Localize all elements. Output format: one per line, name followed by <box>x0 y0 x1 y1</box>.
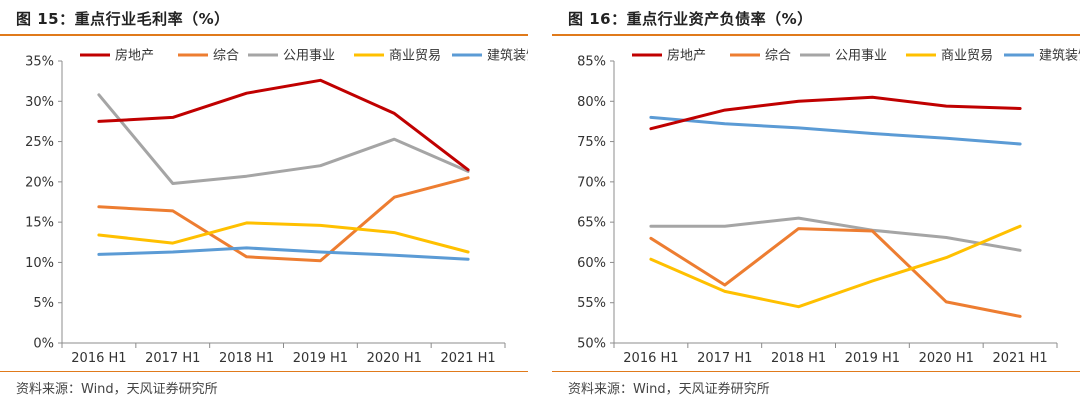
series-line <box>649 227 1022 318</box>
title-divider <box>552 34 1080 36</box>
series-line <box>97 93 470 185</box>
x-tick-label: 2021 H1 <box>440 351 495 366</box>
legend-label: 建筑装饰 <box>487 48 528 64</box>
x-tick-label: 2017 H1 <box>145 351 200 366</box>
y-tick-label: 65% <box>577 216 606 231</box>
series-line <box>97 246 470 261</box>
y-tick-label: 35% <box>25 55 54 70</box>
y-tick-label: 20% <box>25 175 54 190</box>
x-tick-label: 2018 H1 <box>219 351 274 366</box>
y-tick-label: 5% <box>33 296 54 311</box>
series-line <box>97 78 470 172</box>
y-tick-label: 10% <box>25 256 54 271</box>
series-line <box>97 176 470 263</box>
chart-title: 图 15：重点行业毛利率（%） <box>16 10 230 28</box>
legend-label: 房地产 <box>667 48 706 64</box>
series-line <box>649 95 1022 131</box>
x-tick-label: 2019 H1 <box>293 351 348 366</box>
legend-label: 建筑装饰 <box>1039 48 1080 64</box>
series-line <box>649 115 1022 146</box>
x-tick-label: 2017 H1 <box>697 351 752 366</box>
source-note: 资料来源：Wind，天风证券研究所 <box>16 382 218 397</box>
y-tick-label: 25% <box>25 135 54 150</box>
footer-divider <box>0 371 528 372</box>
series-line <box>97 221 470 254</box>
y-tick-label: 15% <box>25 216 54 231</box>
y-tick-label: 85% <box>577 55 606 70</box>
legend-label: 综合 <box>213 49 239 64</box>
series-line <box>649 216 1022 252</box>
x-tick-label: 2021 H1 <box>992 351 1047 366</box>
x-tick-label: 2016 H1 <box>623 351 678 366</box>
gross-margin-panel: 图 15：重点行业毛利率（%） 0% 5% 10% 15% 20% 25% 30% 35% 20… <box>0 0 528 400</box>
x-tick-label: 2020 H1 <box>919 351 974 366</box>
legend-label: 公用事业 <box>283 49 335 64</box>
y-tick-label: 0% <box>33 337 54 352</box>
footer-divider <box>552 371 1080 372</box>
x-tick-label: 2018 H1 <box>771 351 826 366</box>
legend-label: 公用事业 <box>835 49 887 64</box>
debt-ratio-line-chart: 50% 55% 60% 65% 70% 75% 80% 85% 2016 H1 2017 H1 20… <box>577 48 1080 367</box>
legend-label: 综合 <box>765 49 791 64</box>
legend-label: 商业贸易 <box>389 49 441 64</box>
y-tick-label: 60% <box>577 256 606 271</box>
y-tick-label: 80% <box>577 95 606 110</box>
gross-margin-line-chart: 0% 5% 10% 15% 20% 25% 30% 35% 2016 H1 2017 H1 2018… <box>25 48 528 367</box>
debt-ratio-panel: 图 16：重点行业资产负债率（%） 50% 55% 60% 65% 70% 75% 80% 8… <box>552 0 1080 400</box>
legend-label: 商业贸易 <box>941 49 993 64</box>
y-tick-label: 50% <box>577 337 606 352</box>
series-line <box>649 224 1022 309</box>
x-tick-label: 2016 H1 <box>71 351 126 366</box>
y-tick-label: 30% <box>25 95 54 110</box>
chart-title: 图 16：重点行业资产负债率（%） <box>568 10 813 28</box>
title-divider <box>0 34 528 36</box>
y-tick-label: 75% <box>577 135 606 150</box>
x-tick-label: 2020 H1 <box>367 351 422 366</box>
source-note: 资料来源：Wind，天风证券研究所 <box>568 382 770 397</box>
x-tick-label: 2019 H1 <box>845 351 900 366</box>
y-tick-label: 70% <box>577 175 606 190</box>
y-tick-label: 55% <box>577 296 606 311</box>
legend-label: 房地产 <box>115 48 154 64</box>
